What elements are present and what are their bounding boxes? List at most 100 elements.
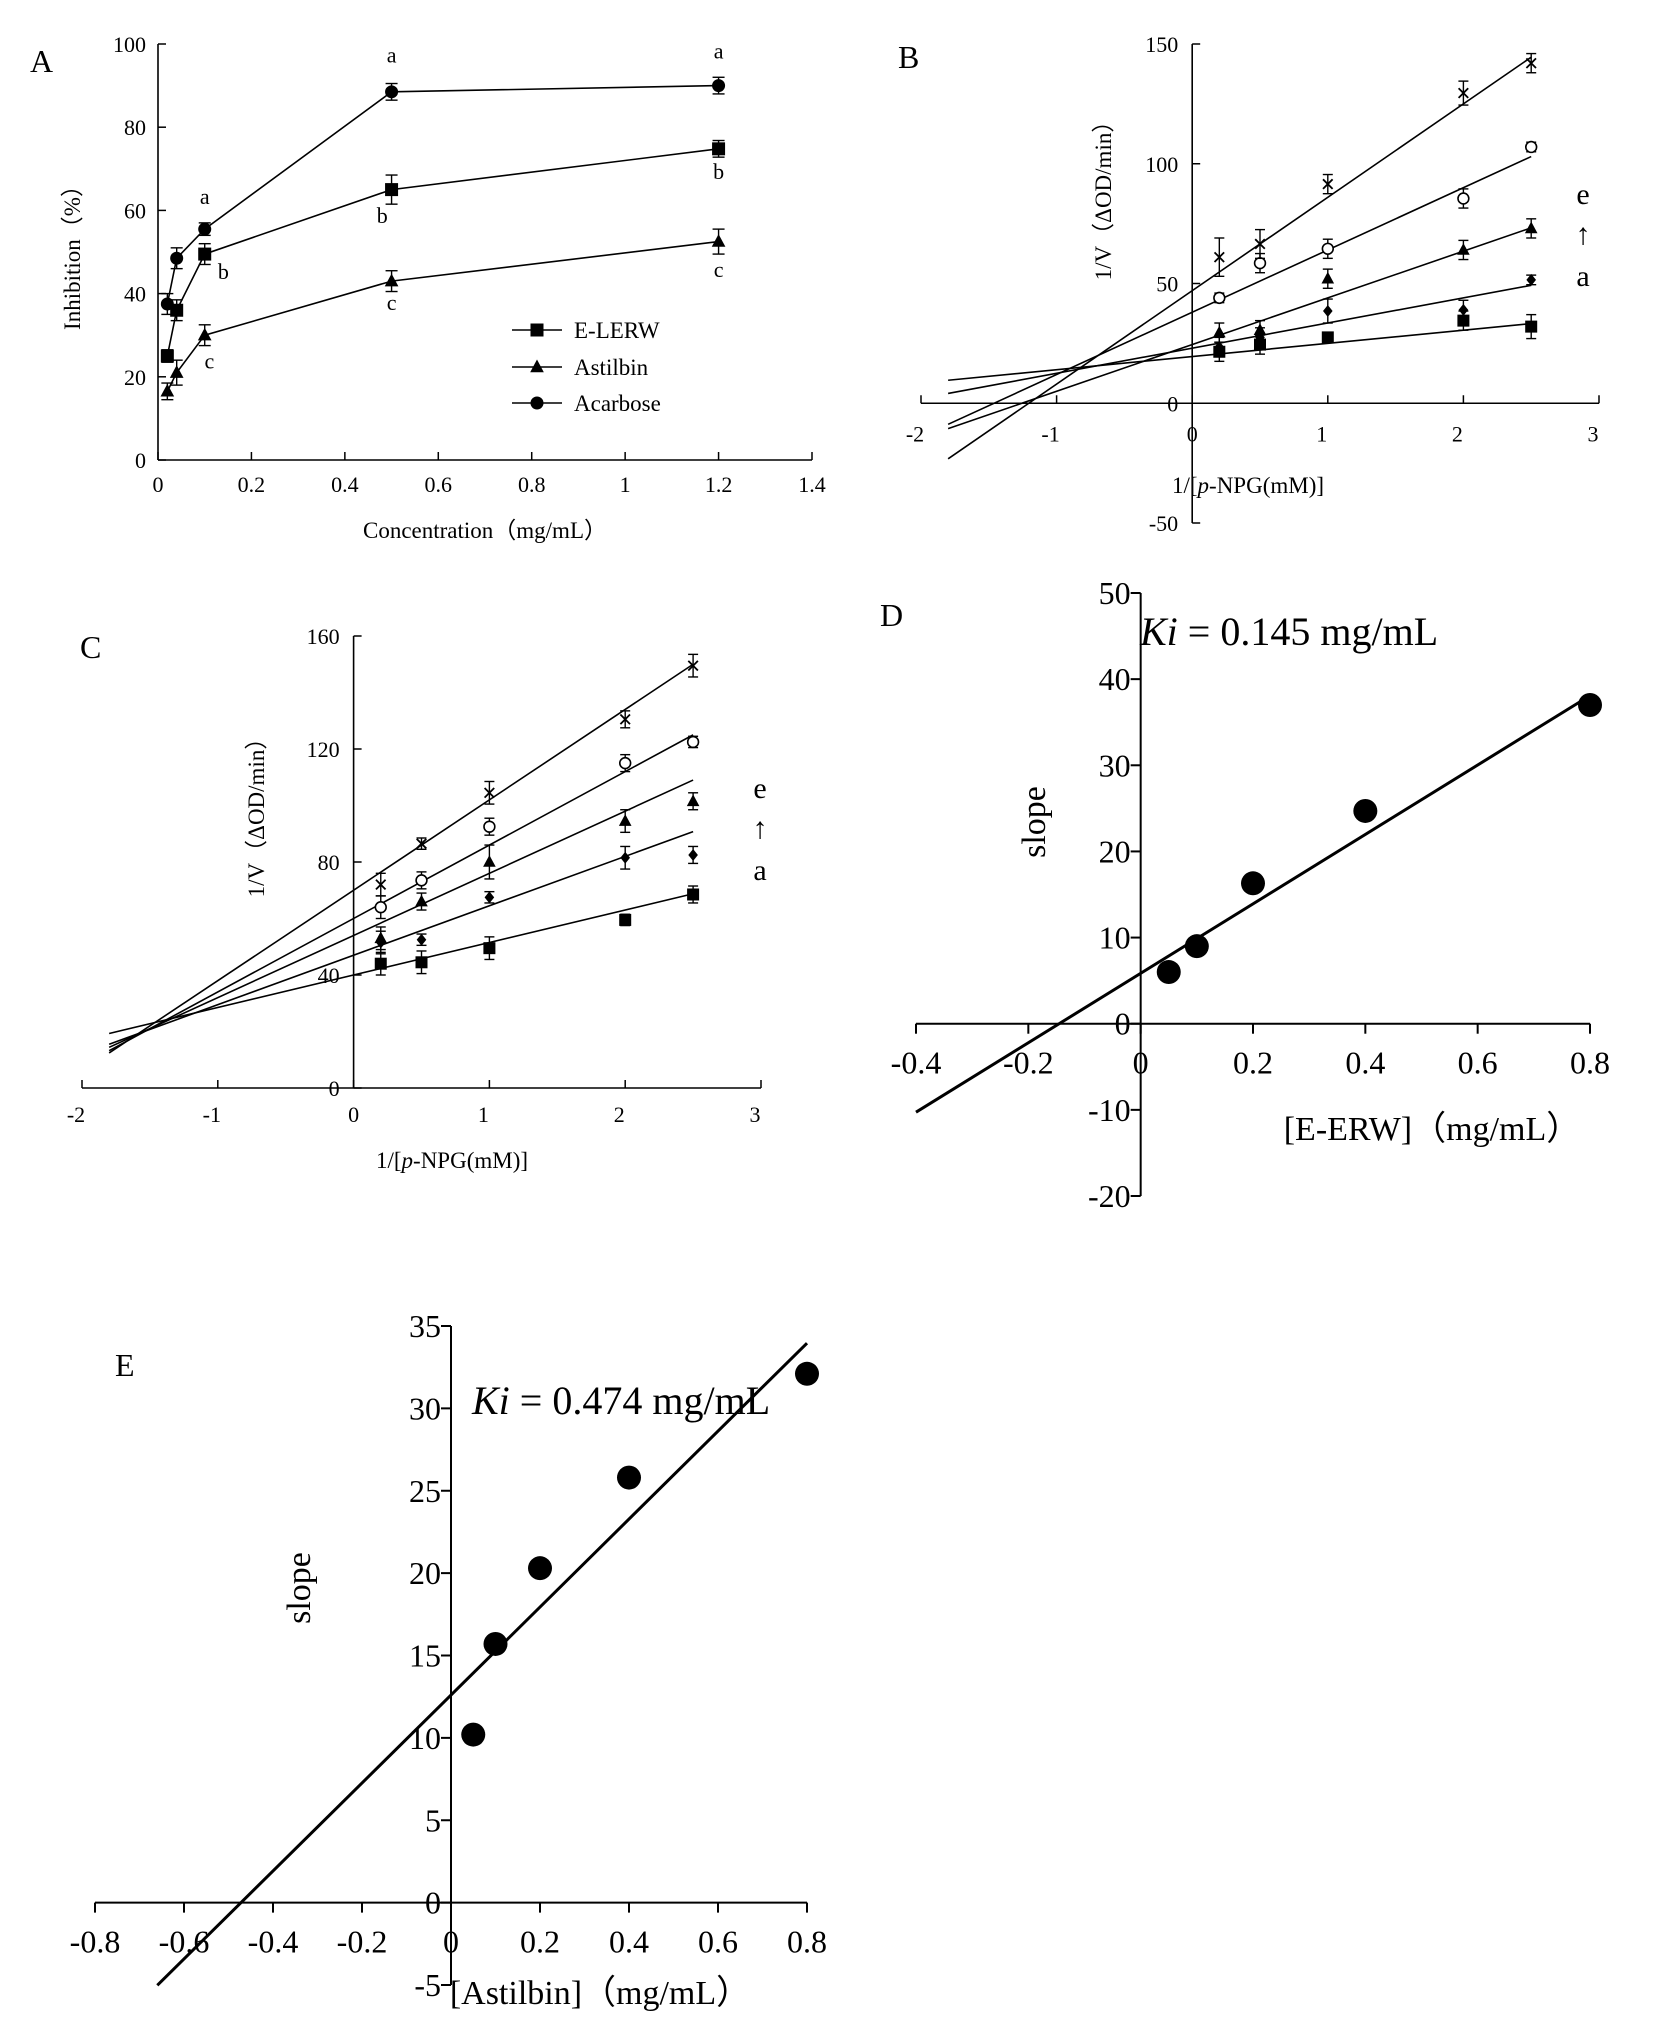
significance-label: a [387,43,397,68]
y-tick-label: 50 [1156,272,1178,297]
data-point [1457,192,1470,205]
cross-stroke [416,838,427,850]
x-tick-label: 0.6 [1458,1045,1498,1081]
x-tick-label: -0.2 [1003,1045,1054,1081]
significance-label: b [218,259,229,284]
x-tick-label: -0.2 [337,1924,388,1960]
cross-stroke [687,660,699,672]
data-point [687,888,700,901]
significance-label: c [205,348,215,373]
fit-line [108,779,694,1049]
x-tick-label: 0 [1187,421,1198,446]
series-order-top: e [753,772,766,805]
data-point [160,349,174,363]
fit-line [108,893,694,1035]
fit-line [108,830,694,1045]
series-order-top: e [1576,178,1589,211]
data-point [1524,221,1538,234]
data-point [1321,242,1335,255]
significance-label: a [200,184,210,209]
x-tick-label: -2 [906,421,924,446]
data-point [484,891,495,904]
y-tick-label: -20 [1088,1178,1131,1214]
y-tick-label: 0 [1115,1006,1131,1042]
data-point [483,820,496,833]
fit-line [947,284,1532,395]
data-point [160,297,174,311]
series-order-arrow: ↑ [753,812,768,845]
fit-line [947,155,1532,426]
series-e [947,52,1537,460]
series-acarbose [160,76,726,316]
x-tick-label: 0.8 [518,472,546,497]
data-point [483,1631,508,1656]
y-axis-label: 1/V（ΔOD/min） [244,727,269,898]
y-tick-label: 20 [409,1555,441,1591]
significance-label: b [377,203,388,228]
y-tick-label: 15 [409,1638,441,1674]
panel-label: D [880,597,903,633]
x-tick-label: 0.8 [1570,1045,1610,1081]
legend: E-LERW Astilbin Acarbose [512,318,661,416]
data-point [384,273,399,287]
x-axis-label: 1/[p-NPG(mM)] [376,1148,528,1173]
data-point [160,383,175,397]
data-point [1321,271,1335,284]
cross-stroke [483,787,495,799]
y-axis-label: Inhibition（%） [60,174,85,330]
data-point [1213,325,1226,338]
data-point [169,365,184,378]
y-tick-label: 120 [307,737,340,762]
fit-line [108,663,694,1054]
data-point [1156,960,1181,985]
panel-label: E [115,1347,135,1383]
data-point [483,787,495,799]
data-point [1213,291,1226,305]
x-tick-label: 0.6 [698,1924,738,1960]
x-tick-label: 0.4 [331,472,359,497]
x-tick-label: 0.8 [787,1924,827,1960]
significance-label: b [713,159,724,184]
data-point [618,756,632,770]
data-point [1184,934,1209,959]
x-tick-label: 1 [620,472,631,497]
data-point [1253,323,1267,336]
data-point [374,931,388,944]
data-point [461,1722,486,1747]
data-point [1213,251,1225,263]
cross-stroke [1525,57,1537,69]
data-point [686,794,700,807]
x-tick-label: 0.2 [1233,1045,1273,1081]
x-tick-label: 0.4 [1345,1045,1385,1081]
data-point [170,251,184,265]
legend-marker [530,396,544,410]
x-axis-label: [E-ERW]（mg/mL） [1284,1110,1581,1148]
y-tick-label: 30 [409,1390,441,1426]
fit-line [108,734,694,1052]
series-astilbin [160,228,726,401]
data-point [374,957,387,970]
y-tick-label: 50 [1099,575,1131,611]
y-tick-label: 0 [329,1076,340,1101]
cross-stroke [1254,238,1266,250]
x-tick-label: -0.4 [891,1045,942,1081]
x-tick-label: 0 [348,1102,359,1127]
x-tick-label: 1 [478,1102,489,1127]
data-point [1321,331,1334,344]
y-tick-label: 0 [135,448,146,473]
data-point [415,956,428,969]
x-tick-label: -1 [1041,421,1059,446]
data-point [1254,238,1266,250]
y-tick-label: 35 [409,1308,441,1344]
y-tick-label: 0 [425,1885,441,1921]
data-point [712,79,726,93]
series-a [108,885,700,1035]
data-point [1457,243,1470,255]
x-tick-label: -2 [67,1102,85,1127]
x-tick-label: 0 [443,1924,459,1960]
legend-label: Astilbin [574,355,649,380]
data-point [619,913,632,926]
fit-line [948,322,1532,382]
significance-label: a [714,39,724,64]
